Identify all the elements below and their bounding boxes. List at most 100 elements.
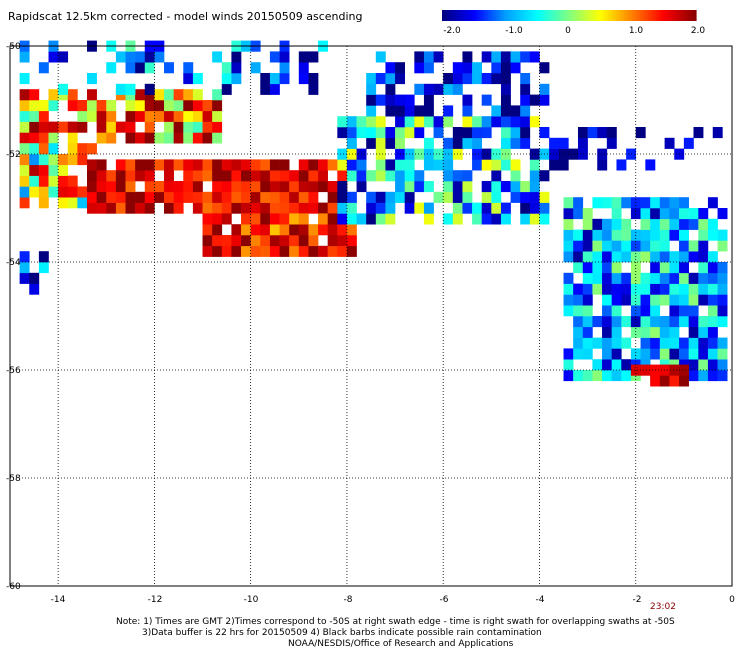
data-cell (366, 116, 377, 128)
data-cell (577, 148, 588, 160)
colorbar-segment (598, 10, 601, 21)
colorbar-segment (600, 10, 603, 21)
data-cell (573, 316, 584, 328)
data-cell (125, 170, 136, 182)
data-cell (698, 229, 709, 241)
data-cell (298, 181, 309, 193)
data-cell (241, 191, 251, 203)
data-cell (298, 73, 309, 85)
data-cell (693, 127, 704, 139)
colorbar-segment (586, 10, 589, 21)
data-cell (250, 191, 261, 203)
data-cell (327, 235, 338, 247)
data-cell (366, 94, 377, 106)
data-cell (679, 364, 689, 376)
data-cell (308, 170, 319, 182)
data-cell (717, 348, 728, 360)
data-cell (164, 202, 174, 214)
data-cell (58, 197, 69, 209)
data-cell (433, 51, 444, 63)
colorbar-segment (528, 10, 531, 21)
data-cell (231, 224, 242, 236)
data-cell (19, 251, 30, 263)
data-cell (433, 127, 444, 139)
data-cell (611, 262, 622, 274)
x-tick-label: -14 (51, 595, 66, 605)
data-cell (669, 326, 680, 338)
data-cell (106, 110, 117, 122)
data-cell (414, 170, 425, 182)
data-cell (520, 94, 531, 106)
data-cell (308, 181, 319, 193)
colorbar-segment (670, 10, 673, 21)
data-cell (144, 191, 155, 203)
data-cell (96, 202, 107, 214)
data-cell (573, 294, 584, 306)
colorbar-segment (646, 10, 649, 21)
data-cell (135, 51, 146, 63)
data-cell (630, 316, 641, 328)
data-cell (279, 235, 290, 247)
data-cell (221, 181, 232, 193)
data-cell (77, 154, 88, 166)
data-cell (318, 213, 328, 225)
colorbar-segment (618, 10, 621, 21)
data-cell (621, 272, 632, 284)
data-cell (659, 326, 670, 338)
data-cell (48, 132, 59, 144)
data-cell (500, 202, 511, 214)
data-cell (481, 51, 492, 63)
data-cell (611, 370, 622, 382)
data-cell (510, 170, 521, 182)
data-cell (443, 159, 454, 171)
data-cell (520, 116, 531, 128)
data-cell (707, 326, 718, 338)
data-cell (48, 164, 59, 176)
data-cell (587, 127, 598, 139)
colorbar-segment (624, 10, 627, 21)
data-cell (241, 159, 251, 171)
data-cell (164, 181, 174, 193)
data-cell (241, 224, 251, 236)
data-cell (650, 240, 661, 252)
data-cell (269, 83, 280, 95)
data-cell (29, 121, 40, 133)
colorbar-segment (548, 10, 551, 21)
data-cell (346, 191, 357, 203)
data-cell (520, 213, 531, 225)
data-cell (337, 213, 348, 225)
data-cell (125, 132, 136, 144)
data-cell (582, 240, 593, 252)
colorbar-segment (680, 10, 683, 21)
data-cell (289, 202, 300, 214)
data-cell (679, 240, 689, 252)
colorbar-segment (668, 10, 671, 21)
data-cell (279, 170, 290, 182)
colorbar-segment (608, 10, 611, 21)
data-cell (602, 359, 612, 371)
data-cell (621, 337, 632, 349)
data-cell (529, 116, 540, 128)
data-cell (48, 186, 59, 198)
data-cell (135, 191, 146, 203)
data-cell (298, 224, 309, 236)
data-cell (563, 359, 574, 371)
data-cell (592, 197, 603, 209)
data-cell (202, 170, 213, 182)
data-cell (573, 208, 584, 220)
data-cell (164, 159, 174, 171)
data-cell (58, 83, 69, 95)
footnote-line-1: Note: 1) Times are GMT 2)Times correspon… (116, 617, 675, 627)
data-cell (698, 240, 709, 252)
data-cell (669, 218, 680, 230)
data-cell (38, 110, 49, 122)
swath-time-label: 23:02 (650, 602, 676, 612)
data-cell (520, 73, 531, 85)
data-cell (698, 208, 709, 220)
data-cell (366, 191, 377, 203)
data-cell (375, 116, 386, 128)
data-cell (385, 159, 396, 171)
data-cell (640, 197, 651, 209)
data-cell (144, 100, 155, 112)
data-cell (221, 170, 232, 182)
